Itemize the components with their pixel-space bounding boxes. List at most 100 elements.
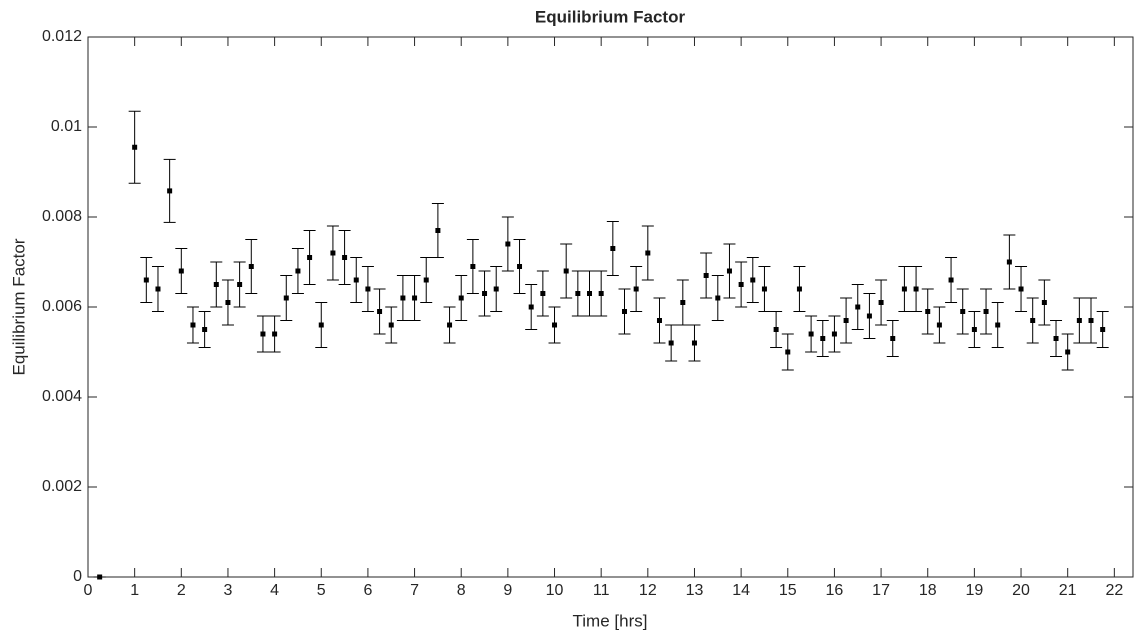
data-point — [260, 331, 266, 337]
data-point — [178, 268, 184, 274]
x-tick-label: 12 — [639, 582, 657, 599]
x-tick-label: 0 — [84, 582, 93, 599]
data-point — [925, 309, 931, 314]
data-point — [633, 286, 639, 292]
data-point — [878, 300, 884, 305]
x-tick-label: 15 — [779, 582, 797, 599]
x-tick-label: 4 — [270, 582, 279, 599]
data-point — [1100, 327, 1106, 332]
data-point — [295, 268, 301, 274]
data-point — [283, 295, 289, 301]
data-point — [796, 286, 802, 292]
data-point — [365, 286, 371, 292]
x-tick-label: 22 — [1105, 582, 1123, 599]
data-point — [750, 277, 756, 283]
data-point — [808, 331, 814, 337]
data-point — [668, 340, 674, 346]
x-tick-label: 6 — [363, 582, 372, 599]
x-tick-label: 5 — [317, 582, 326, 599]
data-point — [960, 309, 966, 314]
x-tick-label: 20 — [1012, 582, 1030, 599]
x-tick-label: 2 — [177, 582, 186, 599]
data-point — [621, 309, 627, 314]
data-point — [761, 286, 767, 292]
x-tick-label: 17 — [872, 582, 890, 599]
data-point — [330, 250, 336, 256]
data-point — [143, 277, 149, 283]
data-point — [1076, 318, 1082, 323]
y-tick-label: 0.006 — [42, 298, 82, 315]
data-point — [552, 322, 558, 328]
data-point — [995, 322, 1001, 328]
data-point — [575, 291, 581, 296]
data-point — [773, 327, 779, 332]
data-point — [307, 255, 313, 260]
data-point — [691, 340, 697, 346]
data-point — [1018, 286, 1024, 292]
data-point — [237, 282, 243, 287]
data-point — [318, 322, 324, 328]
x-axis-label: Time [hrs] — [573, 611, 648, 630]
data-point — [645, 250, 651, 256]
data-point — [1041, 300, 1047, 305]
data-point — [540, 291, 546, 296]
data-point — [1065, 349, 1071, 355]
data-point — [493, 286, 499, 292]
x-tick-label: 9 — [503, 582, 512, 599]
data-point — [353, 277, 359, 283]
data-point — [377, 309, 383, 314]
y-tick-label: 0.004 — [42, 388, 82, 405]
x-tick-label: 1 — [130, 582, 139, 599]
data-point — [97, 574, 103, 580]
data-point — [412, 295, 418, 301]
data-point — [703, 273, 709, 278]
x-tick-label: 8 — [457, 582, 466, 599]
data-point — [983, 309, 989, 314]
chart-title: Equilibrium Factor — [535, 7, 686, 26]
data-point — [563, 268, 569, 274]
data-point — [423, 277, 429, 283]
data-point — [890, 336, 896, 341]
x-tick-label: 11 — [593, 582, 610, 599]
data-point — [1088, 318, 1094, 323]
data-point — [132, 144, 138, 150]
data-point — [598, 291, 604, 296]
data-point — [726, 268, 732, 274]
data-point — [831, 331, 837, 337]
y-tick-label: 0.012 — [42, 28, 82, 45]
x-tick-label: 18 — [919, 582, 937, 599]
data-point — [855, 304, 861, 310]
data-point — [738, 282, 744, 287]
data-point — [202, 327, 208, 332]
x-tick-label: 13 — [686, 582, 704, 599]
x-tick-label: 7 — [410, 582, 419, 599]
y-tick-label: 0.01 — [51, 118, 82, 135]
x-tick-label: 19 — [965, 582, 983, 599]
y-tick-label: 0.008 — [42, 208, 82, 225]
data-point — [1030, 318, 1036, 323]
y-tick-label: 0 — [73, 568, 82, 585]
data-point — [225, 300, 231, 305]
data-point — [458, 295, 464, 301]
data-point — [901, 286, 907, 292]
data-point — [820, 336, 826, 341]
data-point — [342, 255, 348, 260]
data-point — [1053, 336, 1059, 341]
data-point — [528, 304, 534, 310]
data-point — [435, 228, 441, 233]
data-point — [680, 300, 686, 305]
y-axis-label: Equilibrium Factor — [9, 238, 28, 375]
x-tick-label: 21 — [1059, 582, 1077, 599]
data-point — [447, 322, 453, 328]
data-point — [715, 295, 721, 301]
data-point — [482, 291, 488, 296]
x-tick-label: 16 — [826, 582, 844, 599]
x-tick-label: 14 — [732, 582, 750, 599]
x-tick-label: 10 — [546, 582, 564, 599]
data-point — [167, 188, 173, 194]
data-point — [948, 277, 954, 283]
plot-frame — [87, 36, 1134, 578]
data-point — [213, 282, 219, 287]
